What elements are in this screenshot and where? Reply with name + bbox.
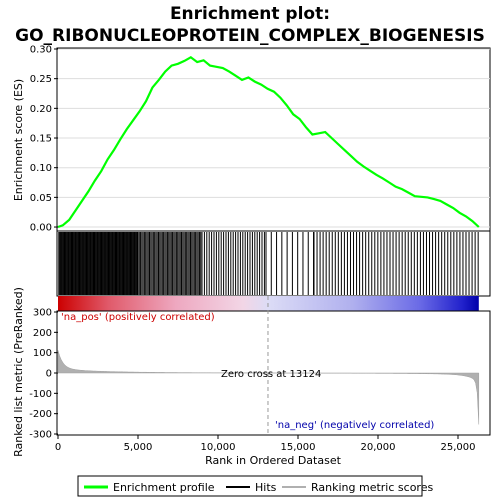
es-tick-label: 0.25 — [30, 74, 52, 85]
legend-metric-label: Ranking metric scores — [311, 481, 433, 494]
pos-label: 'na_pos' (positively correlated) — [61, 312, 215, 323]
es-tick-label: 0.10 — [30, 163, 52, 174]
neg-label: 'na_neg' (negatively correlated) — [275, 420, 434, 431]
x-tick-label: 15,000 — [281, 442, 316, 453]
rank-tick-label: -300 — [29, 430, 52, 441]
es-tick-label: 0.30 — [30, 45, 52, 56]
es-tick-label: 0.05 — [30, 193, 52, 204]
legend-es-label: Enrichment profile — [113, 481, 215, 494]
rank-tick-label: -100 — [29, 389, 52, 400]
ranking-metric-area — [57, 350, 480, 425]
rank-ylabel: Ranked list metric (PreRanked) — [12, 287, 25, 457]
es-tick-label: 0.00 — [30, 223, 52, 234]
x-axis-label: Rank in Ordered Dataset — [205, 454, 342, 467]
x-tick-label: 0 — [55, 442, 61, 453]
x-tick-label: 20,000 — [361, 442, 396, 453]
es-ylabel: Enrichment score (ES) — [12, 79, 25, 201]
enrichment-profile-line — [57, 55, 480, 229]
es-panel — [56, 47, 491, 232]
rank-tick-label: 300 — [33, 308, 52, 319]
chart-title-line2: GO_RIBONUCLEOPROTEIN_COMPLEX_BIOGENESIS — [15, 26, 485, 46]
x-tick-label: 5,000 — [124, 442, 153, 453]
es-tick-label: 0.15 — [30, 134, 52, 145]
rank-tick-label: 200 — [33, 328, 52, 339]
x-tick-label: 10,000 — [201, 442, 236, 453]
rank-tick-label: 0 — [46, 369, 52, 380]
x-tick-label: 25,000 — [441, 442, 476, 453]
chart-title-line1: Enrichment plot: — [170, 4, 330, 24]
legend-hits-label: Hits — [255, 481, 277, 494]
rank-tick-label: 100 — [33, 348, 52, 359]
es-tick-label: 0.20 — [30, 104, 52, 115]
zero-cross-label: Zero cross at 13124 — [221, 369, 321, 380]
rank-tick-label: -200 — [29, 409, 52, 420]
